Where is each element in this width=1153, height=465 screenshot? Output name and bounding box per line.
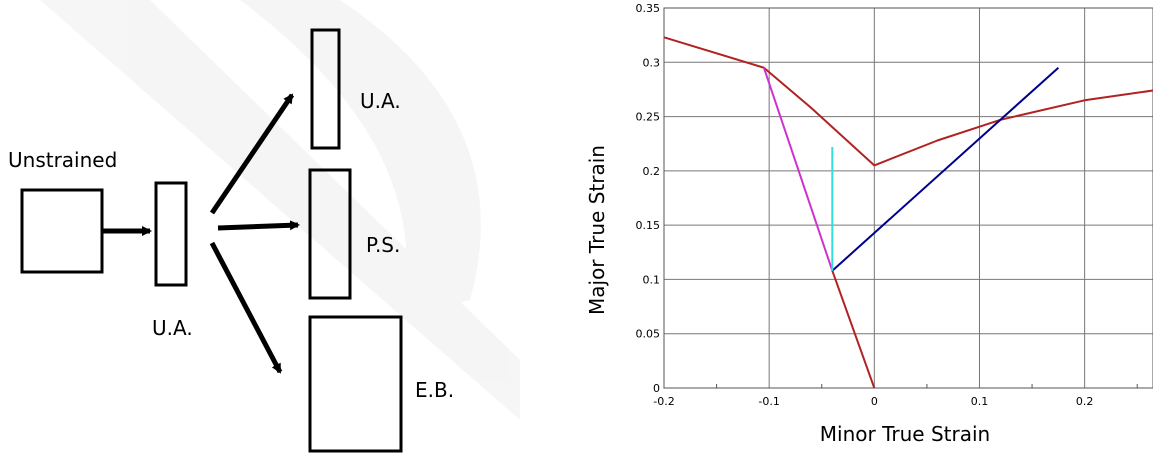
x-tick-label: -0.2 (653, 395, 674, 408)
background-watermark (40, 0, 520, 420)
x-tick-label: 0.2 (1076, 395, 1094, 408)
branch-label-eb: E.B. (415, 378, 454, 402)
chart-grid (663, 7, 1153, 388)
series-line-3 (831, 66, 1060, 272)
arrow-to-eb (209, 241, 283, 374)
x-tick-label: -0.1 (758, 395, 779, 408)
y-tick-label: 0.25 (636, 111, 661, 124)
y-tick-label: 0.15 (636, 219, 661, 232)
intermediate-box (154, 181, 188, 287)
series-line-1 (831, 270, 876, 389)
y-tick-label: 0.1 (643, 273, 661, 286)
x-tick-label: 0 (871, 395, 878, 408)
arrow-to-ua (209, 93, 295, 215)
y-tick-label: 0.35 (636, 2, 661, 15)
y-tick-label: 0.3 (643, 56, 661, 69)
y-tick-label: 0 (653, 382, 660, 395)
branch-label-ua: U.A. (360, 89, 401, 113)
plot-frame (663, 7, 1153, 389)
eb-box (308, 315, 403, 453)
deformation-diagram: Unstrained U.A. U.A. P.S. E.B. (8, 28, 454, 453)
ua-box (310, 28, 341, 150)
y-tick-label: 0.05 (636, 328, 661, 341)
series-line-2 (762, 67, 834, 272)
axis-ticks: -0.2 -0.1 0 0.1 0.2 0 0.05 0.1 0.15 0.2 0.25 0.3 0.3… (636, 2, 1138, 408)
unstrained-box (20, 188, 104, 274)
chart-series (663, 36, 1153, 389)
series-line-0 (663, 36, 1153, 167)
y-axis-label: Major True Strain (585, 145, 609, 315)
intermediate-label: U.A. (152, 316, 193, 340)
x-axis-label: Minor True Strain (820, 422, 990, 446)
arrow-to-ps (217, 220, 300, 231)
ps-box (308, 168, 352, 300)
x-tick-label: 0.1 (971, 395, 989, 408)
unstrained-label: Unstrained (8, 148, 117, 172)
branch-label-ps: P.S. (366, 233, 400, 257)
strain-chart: -0.2 -0.1 0 0.1 0.2 0 0.05 0.1 0.15 0.2 0.25 0.3 0.3… (585, 2, 1153, 446)
y-tick-label: 0.2 (643, 165, 661, 178)
